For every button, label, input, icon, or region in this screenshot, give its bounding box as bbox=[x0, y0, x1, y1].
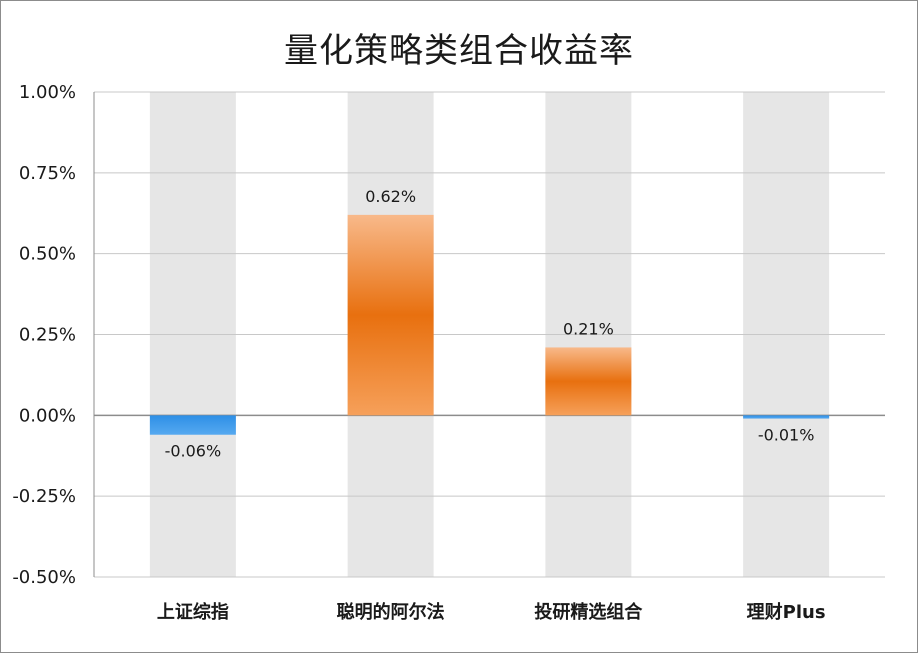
bar bbox=[347, 214, 434, 416]
y-tick-label: 0.00% bbox=[19, 405, 76, 426]
bar bbox=[545, 347, 632, 416]
data-label: 0.21% bbox=[563, 319, 614, 338]
y-tick-label: -0.50% bbox=[12, 567, 76, 588]
y-tick-label: 0.25% bbox=[19, 325, 76, 346]
category-label: 上证综指 bbox=[157, 601, 229, 623]
data-label: -0.01% bbox=[758, 426, 815, 445]
bar bbox=[149, 415, 236, 435]
y-tick-label: -0.25% bbox=[12, 486, 76, 507]
chart-title: 量化策略类组合收益率 bbox=[284, 31, 634, 71]
y-tick-label: 0.50% bbox=[19, 244, 76, 265]
y-tick-label: 1.00% bbox=[19, 82, 76, 103]
data-label: 0.62% bbox=[365, 187, 416, 206]
category-label: 聪明的阿尔法 bbox=[337, 601, 445, 623]
y-tick-label: 0.75% bbox=[19, 163, 76, 184]
category-label: 理财Plus bbox=[747, 601, 826, 623]
data-label: -0.06% bbox=[165, 442, 222, 461]
bar bbox=[743, 415, 830, 419]
category-label: 投研精选组合 bbox=[534, 601, 643, 623]
